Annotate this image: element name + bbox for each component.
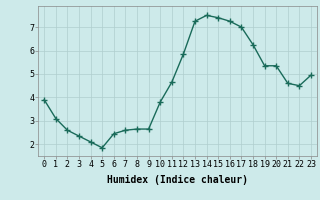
X-axis label: Humidex (Indice chaleur): Humidex (Indice chaleur) (107, 175, 248, 185)
